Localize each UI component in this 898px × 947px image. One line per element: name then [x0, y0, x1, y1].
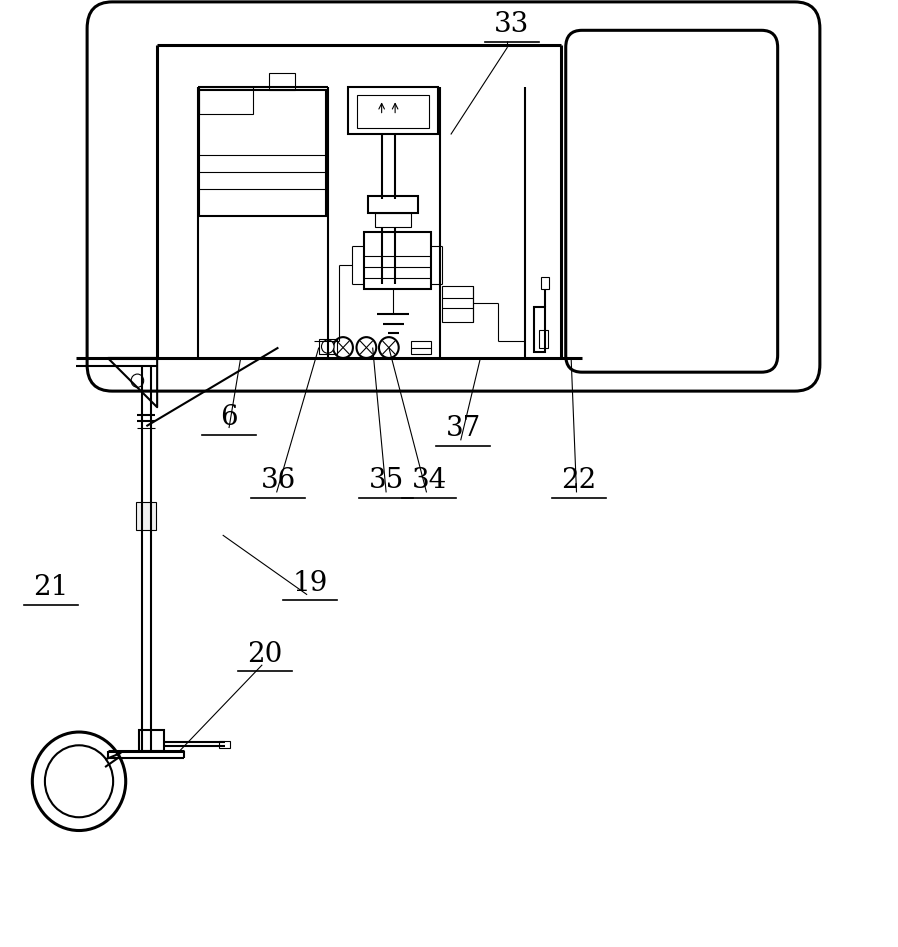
- Bar: [219, 741, 230, 748]
- Bar: [442, 286, 473, 322]
- FancyBboxPatch shape: [87, 2, 820, 391]
- FancyBboxPatch shape: [566, 30, 778, 372]
- Bar: [541, 277, 549, 289]
- Circle shape: [32, 732, 126, 831]
- Bar: [566, 320, 577, 358]
- Circle shape: [333, 337, 353, 358]
- Bar: [199, 87, 253, 114]
- Bar: [368, 196, 418, 213]
- Bar: [348, 87, 438, 134]
- Bar: [375, 213, 411, 227]
- Bar: [539, 330, 548, 348]
- Bar: [269, 73, 295, 90]
- Bar: [357, 95, 429, 128]
- Circle shape: [131, 374, 144, 387]
- Text: 35: 35: [368, 467, 404, 494]
- Bar: [600, 78, 742, 333]
- Text: 20: 20: [247, 640, 283, 668]
- Bar: [534, 307, 545, 352]
- Text: 37: 37: [445, 415, 481, 442]
- Bar: [364, 232, 431, 289]
- Text: 34: 34: [411, 467, 447, 494]
- Text: 22: 22: [561, 467, 597, 494]
- Text: 33: 33: [494, 10, 530, 38]
- Circle shape: [379, 337, 399, 358]
- Bar: [136, 502, 156, 530]
- Circle shape: [357, 337, 376, 358]
- Bar: [199, 90, 326, 216]
- Text: 6: 6: [220, 403, 238, 431]
- Text: 19: 19: [292, 569, 328, 597]
- Text: 21: 21: [33, 574, 69, 601]
- Bar: [319, 339, 337, 354]
- Circle shape: [45, 745, 113, 817]
- Circle shape: [321, 340, 334, 353]
- Bar: [411, 341, 431, 354]
- Bar: [139, 730, 164, 751]
- Text: 36: 36: [260, 467, 296, 494]
